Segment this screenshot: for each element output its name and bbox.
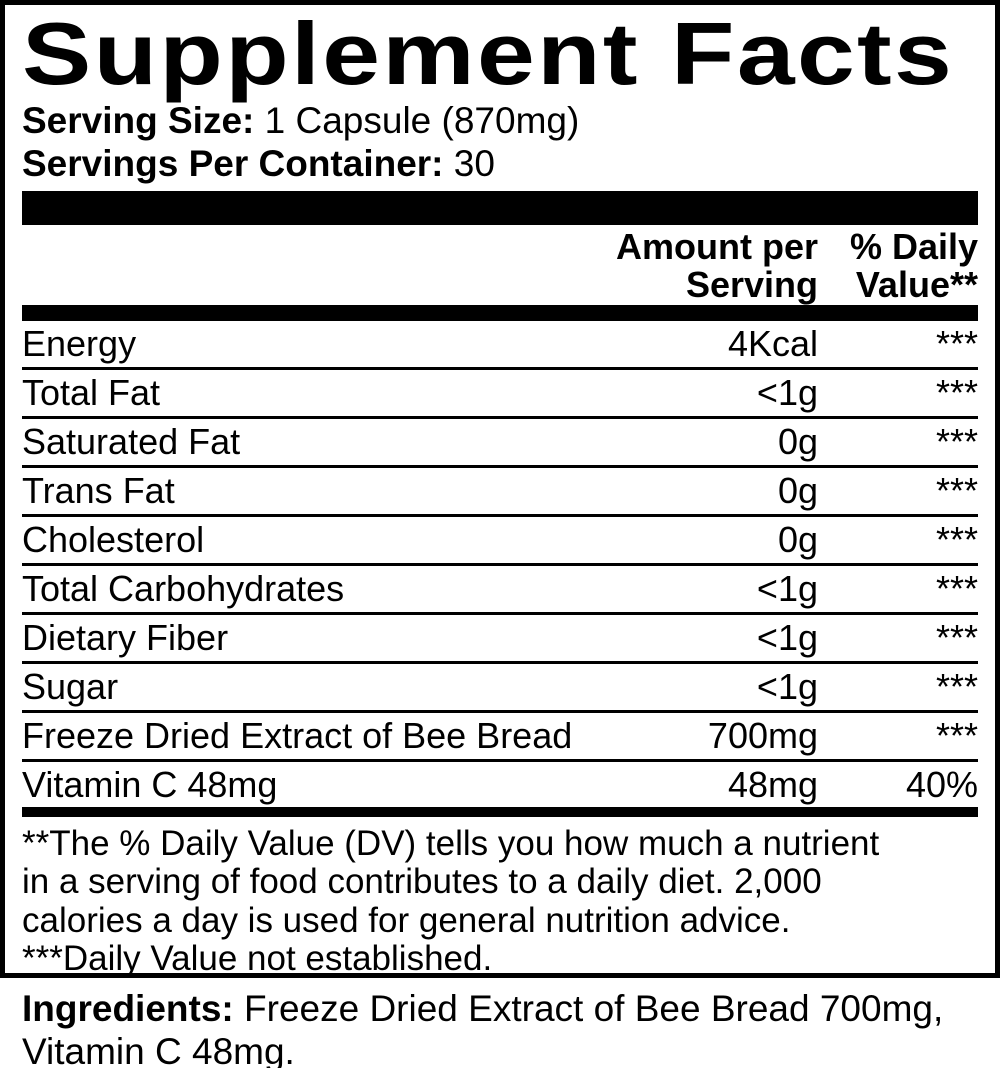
servings-per-container-line: Servings Per Container: 30 <box>22 142 978 185</box>
nutrient-name: Energy <box>22 323 137 365</box>
header-bottom-bar <box>22 305 978 322</box>
table-row: Vitamin C 48mg 48mg 40% <box>22 762 978 807</box>
nutrient-amount: <1g <box>756 568 818 610</box>
table-row: Energy 4Kcal *** <box>22 321 978 371</box>
nutrient-amount: 0g <box>777 470 818 512</box>
serving-size-line: Serving Size: 1 Capsule (870mg) <box>22 99 978 142</box>
table-row: Trans Fat 0g *** <box>22 468 978 518</box>
nutrient-dv: 40% <box>905 763 978 805</box>
amount-per-serving-header: Amount per Serving <box>616 225 818 306</box>
nutrient-dv: *** <box>935 323 978 365</box>
label-title: Supplement Facts <box>22 9 978 99</box>
nutrient-amount: 0g <box>777 519 818 561</box>
nutrient-name: Dietary Fiber <box>22 617 229 659</box>
table-row: Total Fat <1g *** <box>22 370 978 420</box>
nutrient-name: Cholesterol <box>22 519 205 561</box>
daily-value-header: % Daily Value** <box>849 225 978 306</box>
nutrient-amount: 0g <box>777 421 818 463</box>
serving-size-value: 1 Capsule (870mg) <box>254 99 580 141</box>
nutrient-dv: *** <box>935 470 978 512</box>
nutrient-dv: *** <box>935 372 978 414</box>
serving-size-label: Serving Size: <box>22 99 255 141</box>
nutrient-amount: <1g <box>756 666 818 708</box>
servings-per-container-label: Servings Per Container: <box>22 143 444 185</box>
servings-per-container-value: 30 <box>443 143 495 185</box>
table-row: Cholesterol 0g *** <box>22 517 978 567</box>
nutrient-amount: 48mg <box>727 763 818 805</box>
nutrient-dv: *** <box>935 421 978 463</box>
nutrient-dv: *** <box>935 519 978 561</box>
footnotes: **The % Daily Value (DV) tells you how m… <box>22 817 978 978</box>
nutrient-name: Freeze Dried Extract of Bee Bread <box>22 715 573 757</box>
nutrient-name: Trans Fat <box>22 470 175 512</box>
ingredients-section: Ingredients: Freeze Dried Extract of Bee… <box>0 978 1000 1068</box>
nutrient-name: Total Carbohydrates <box>22 568 345 610</box>
nutrient-name: Saturated Fat <box>22 421 241 463</box>
nutrient-name: Sugar <box>22 666 119 708</box>
table-row: Total Carbohydrates <1g *** <box>22 566 978 616</box>
not-established-footnote: ***Daily Value not established. <box>22 938 493 978</box>
ingredients-text: Freeze Dried Extract of Bee Bread 700mg,… <box>22 988 944 1068</box>
ingredients-label: Ingredients: <box>22 988 234 1029</box>
table-row: Sugar <1g *** <box>22 664 978 714</box>
nutrient-dv: *** <box>935 666 978 708</box>
nutrient-dv: *** <box>935 715 978 757</box>
table-row: Freeze Dried Extract of Bee Bread 700mg … <box>22 713 978 763</box>
table-row: Dietary Fiber <1g *** <box>22 615 978 665</box>
nutrient-name: Total Fat <box>22 372 161 414</box>
nutrient-name: Vitamin C 48mg <box>22 763 278 805</box>
daily-value-footnote: **The % Daily Value (DV) tells you how m… <box>22 824 880 940</box>
supplement-facts-label: Supplement Facts Serving Size: 1 Capsule… <box>0 0 1000 978</box>
nutrient-amount: <1g <box>756 372 818 414</box>
nutrient-amount: <1g <box>756 617 818 659</box>
top-separator-bar <box>22 191 978 226</box>
column-header-row: Amount per Serving % Daily Value** <box>22 225 978 305</box>
nutrient-dv: *** <box>935 617 978 659</box>
nutrient-amount: 700mg <box>707 715 818 757</box>
nutrient-amount: 4Kcal <box>727 323 818 365</box>
table-row: Saturated Fat 0g *** <box>22 419 978 469</box>
label-title-text: Supplement Facts <box>22 4 955 103</box>
nutrient-dv: *** <box>935 568 978 610</box>
footnote-separator-bar <box>22 807 978 818</box>
nutrient-table: Energy 4Kcal *** Total Fat <1g *** Satur… <box>22 321 978 807</box>
